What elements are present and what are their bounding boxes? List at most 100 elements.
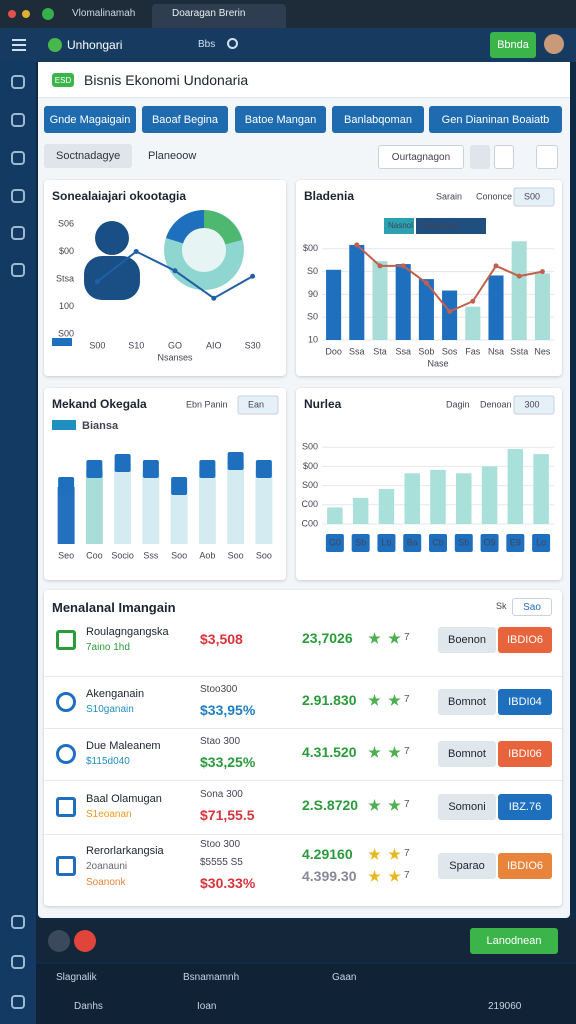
address[interactable]: Unhongari xyxy=(67,38,123,52)
row-detail: S1eoanan xyxy=(86,809,132,820)
person-head xyxy=(95,221,129,255)
bar xyxy=(255,470,273,544)
logo xyxy=(48,38,62,52)
x-badge xyxy=(532,534,551,552)
bar xyxy=(326,269,342,340)
tab-selected[interactable] xyxy=(44,144,132,168)
rating: 7 xyxy=(404,746,410,757)
bar xyxy=(534,273,550,340)
primary-button[interactable]: Lanodnean xyxy=(470,928,558,954)
secondary-button[interactable]: Somoni xyxy=(438,794,496,820)
icon-button[interactable] xyxy=(494,145,514,169)
bar xyxy=(85,470,103,544)
star xyxy=(388,632,401,644)
footer-item[interactable]: Gaan xyxy=(332,972,357,983)
search-icon[interactable] xyxy=(227,38,238,49)
row-icon xyxy=(56,692,76,712)
x-tick-label: Lb xyxy=(381,537,391,547)
action-button[interactable]: Bbnda xyxy=(490,32,536,58)
icon-button[interactable] xyxy=(470,145,490,169)
tab-active[interactable] xyxy=(152,4,286,28)
footer-item[interactable]: Bsnamamnh xyxy=(183,972,240,983)
tab[interactable]: Soctnadagye xyxy=(56,150,121,162)
toolbar-button[interactable]: Batoe Mangan xyxy=(235,106,326,133)
x-tick-label: Seo xyxy=(58,550,74,560)
tab[interactable]: Planeoow xyxy=(148,150,197,162)
bar-cap xyxy=(114,454,131,472)
bar xyxy=(442,290,458,340)
nav-icon[interactable] xyxy=(11,995,25,1009)
tab[interactable]: Vlomalinamah xyxy=(72,8,136,19)
footer-item[interactable]: Ioan xyxy=(197,1001,217,1012)
star xyxy=(368,746,381,758)
icon-button[interactable] xyxy=(74,930,96,952)
nav-icon[interactable] xyxy=(11,263,25,277)
menu-icon[interactable] xyxy=(12,39,26,41)
dot xyxy=(22,10,30,18)
x-tick-label: Soo xyxy=(171,550,187,560)
point xyxy=(470,298,476,304)
primary-button[interactable]: IBDI04 xyxy=(498,689,552,715)
nav-icon[interactable] xyxy=(11,915,25,929)
tab[interactable]: Doaragan Brerin xyxy=(172,8,246,19)
row-price: $3,508 xyxy=(200,631,243,647)
row-divider xyxy=(44,834,562,835)
point xyxy=(250,273,256,279)
x-badge xyxy=(480,534,499,552)
primary-button[interactable]: IBDIO6 xyxy=(498,627,552,653)
dot xyxy=(8,10,16,18)
point xyxy=(172,268,178,274)
toolbar-button[interactable]: Banlabqoman xyxy=(332,106,424,133)
footer-item[interactable]: Slagnalik xyxy=(56,972,97,983)
point xyxy=(211,295,217,301)
row-amount: 4.29160 xyxy=(302,846,353,862)
toolbar-button[interactable]: Gen Dianinan Boaiatb xyxy=(429,106,562,133)
point xyxy=(539,269,545,275)
bar-cap xyxy=(255,460,272,478)
toolbar-button[interactable]: Baoaf Begina xyxy=(142,106,228,133)
bar xyxy=(418,279,434,340)
row-name: Rerorlarkangsia xyxy=(86,845,164,857)
filter[interactable]: Sao xyxy=(512,598,552,616)
star xyxy=(388,848,401,860)
avatar[interactable] xyxy=(544,34,564,54)
bar xyxy=(507,448,524,524)
nav-icon[interactable] xyxy=(11,151,25,165)
footer-item[interactable]: Danhs xyxy=(74,1001,103,1012)
badge: ESD xyxy=(52,73,74,87)
y-tick-label: 10 xyxy=(308,334,318,344)
control: Ebn Panin xyxy=(186,399,228,409)
point xyxy=(423,280,429,286)
nav-icon[interactable] xyxy=(11,226,25,240)
x-tick-label: Sb xyxy=(355,537,366,547)
nav-icon[interactable] xyxy=(11,75,25,89)
nav-icon[interactable] xyxy=(11,113,25,127)
row-amount: 2.91.830 xyxy=(302,692,357,708)
primary-button[interactable]: IBDI06 xyxy=(498,741,552,767)
chart: Mekand Okegala Biansa Seo Coo Socio Sss Soo Aob… xyxy=(52,395,279,560)
secondary-button[interactable]: Sparao xyxy=(438,853,496,879)
chart: Bladenia 10 S0 90 S0 $00 Sarain Cononce Doo Ssa St… xyxy=(303,187,555,368)
secondary-button[interactable]: Bomnot xyxy=(438,741,496,767)
nav-icon[interactable] xyxy=(11,189,25,203)
bar-cap xyxy=(86,460,103,478)
icon-button[interactable] xyxy=(48,930,70,952)
primary-button[interactable]: IBZ.76 xyxy=(498,794,552,820)
dropdown xyxy=(513,187,555,207)
bar xyxy=(114,464,132,544)
dropdown[interactable]: Ourtagnagon xyxy=(378,145,464,169)
nav-icon[interactable] xyxy=(11,955,25,969)
bar xyxy=(533,454,549,524)
dropdown xyxy=(237,395,279,415)
annotation-box xyxy=(384,218,414,234)
y-tick-label: S00 xyxy=(302,480,318,490)
bar xyxy=(170,487,188,544)
toolbar-button[interactable]: Gnde Magaigain xyxy=(44,106,136,133)
secondary-button[interactable]: Boenon xyxy=(438,627,496,653)
icon-button[interactable] xyxy=(536,145,558,169)
x-tick-label: Fas xyxy=(465,346,481,356)
secondary-button[interactable]: Bomnot xyxy=(438,689,496,715)
rating: 7 xyxy=(404,848,410,859)
chart: Sonealaiajari okootagia S00 100 Stsa $00 S06 S… xyxy=(52,189,261,362)
primary-button[interactable]: IBDIO6 xyxy=(498,853,552,879)
